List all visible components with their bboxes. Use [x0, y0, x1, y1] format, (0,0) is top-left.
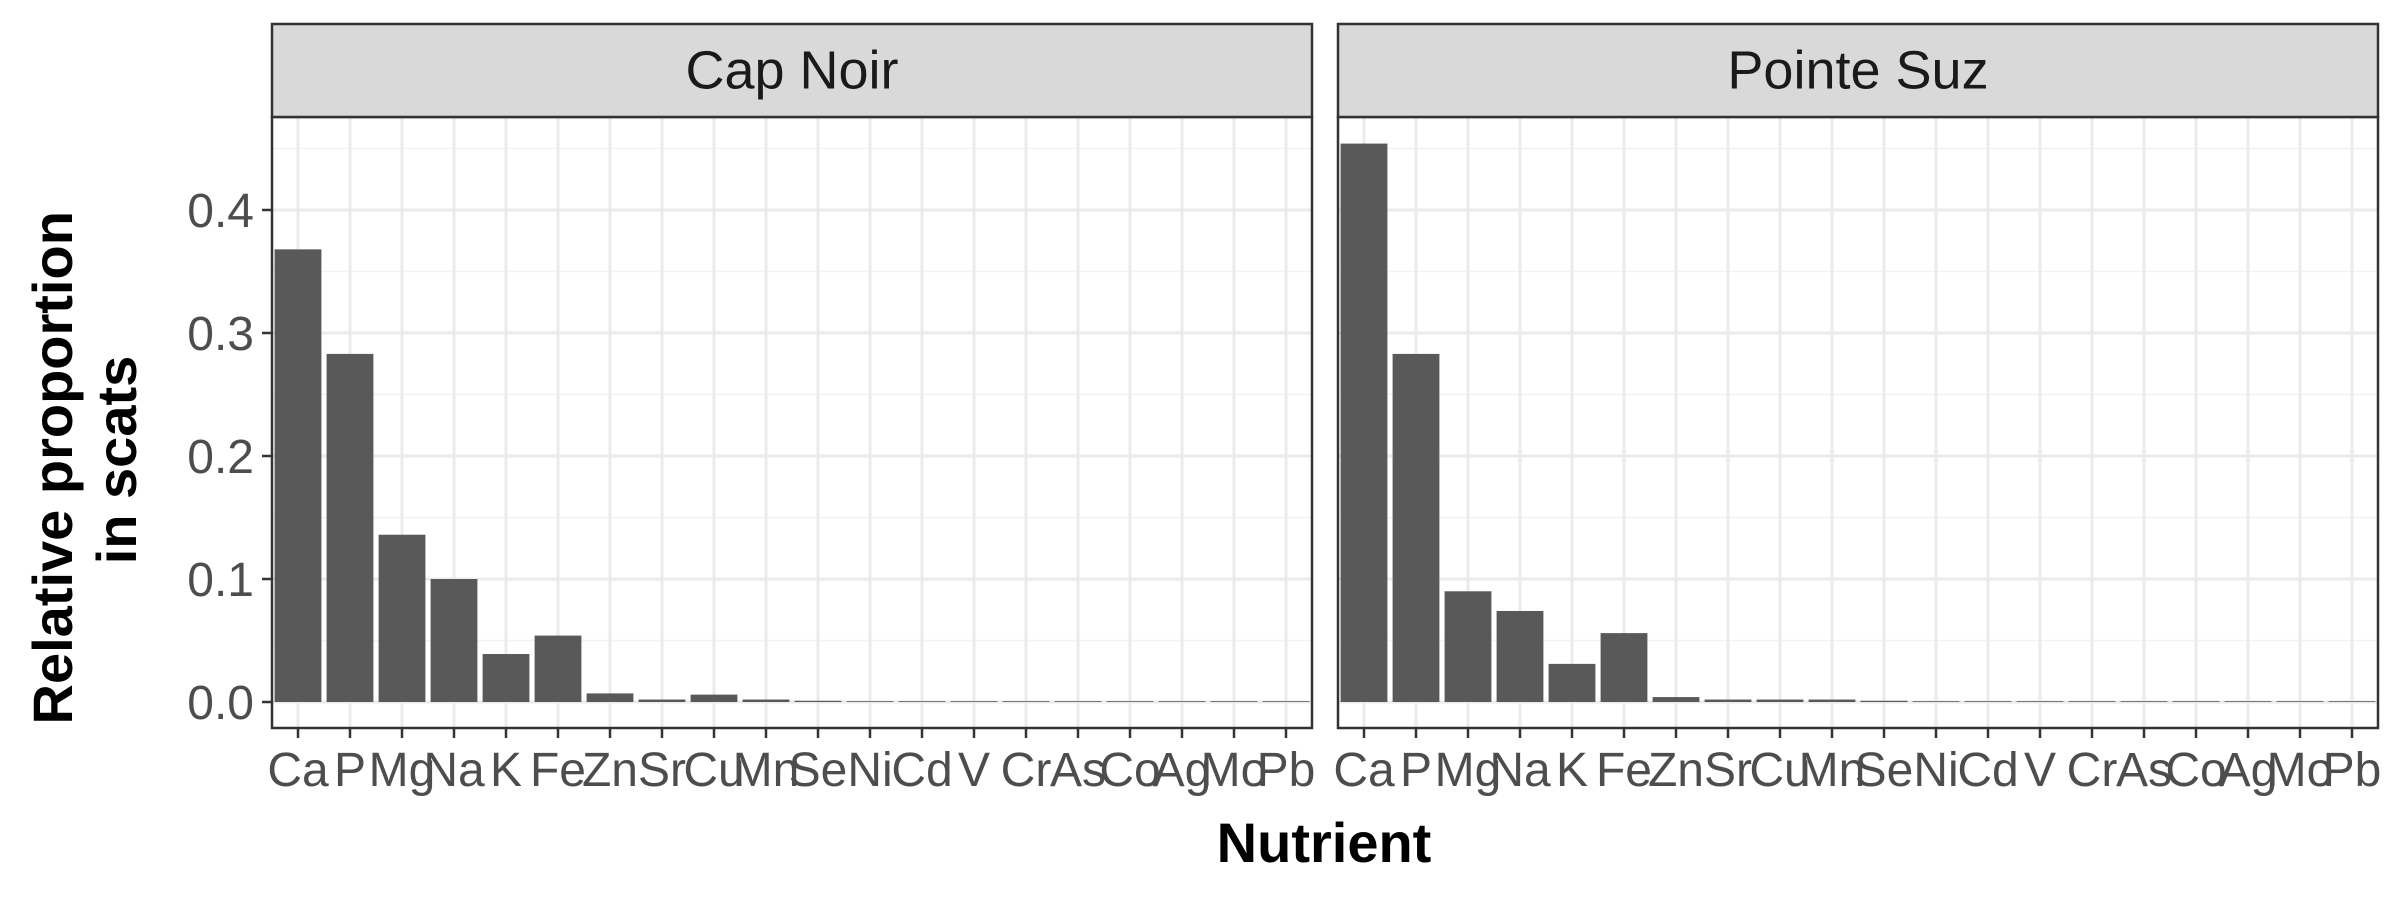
x-tick-label-Na: Na — [423, 744, 485, 797]
x-tick-label-Sr: Sr — [638, 744, 686, 797]
x-tick-label-Co: Co — [1099, 744, 1160, 797]
y-axis-title-line-1: Relative proportion — [21, 211, 84, 724]
x-tick-label-As: As — [2116, 744, 2172, 797]
x-tick-label-Cu: Cu — [683, 744, 744, 797]
bar-Fe — [1600, 633, 1648, 702]
bar-P — [326, 353, 374, 702]
facet-strip — [270, 22, 1314, 119]
bar-Cr — [1002, 701, 1050, 702]
x-tick-label-Co: Co — [2165, 744, 2226, 797]
x-tick-label-Ni: Ni — [847, 744, 892, 797]
bar-Cr — [2068, 701, 2116, 702]
bar-Co — [2172, 701, 2220, 702]
x-tick-label-Cr: Cr — [2067, 744, 2118, 797]
bar-Mn — [742, 699, 790, 702]
bar-Pb — [1262, 701, 1310, 702]
bar-Mo — [1210, 701, 1258, 702]
bar-As — [1054, 701, 1102, 702]
x-tick-label-Pb: Pb — [1257, 744, 1316, 797]
y-tick-label: 0.1 — [187, 554, 254, 607]
y-tick-label: 0.3 — [187, 308, 254, 361]
y-axis: 0.0 0.1 0.2 0.3 0.4 — [187, 185, 272, 730]
x-tick-label-Mn: Mn — [1799, 744, 1866, 797]
x-tick-label-Mg: Mg — [369, 744, 436, 797]
facet-strip-label: Cap Noir — [685, 41, 898, 101]
facet-strip-label: Pointe Suz — [1727, 41, 1988, 101]
y-tick-label: 0.4 — [187, 185, 254, 238]
x-tick-label-Mn: Mn — [733, 744, 800, 797]
bar-Ni — [846, 701, 894, 702]
bar-Cd — [898, 701, 946, 702]
bar-Co — [1106, 701, 1154, 702]
bar-Ag — [1158, 701, 1206, 702]
x-tick-label-Ag: Ag — [1153, 744, 1212, 797]
bar-Pb — [2328, 701, 2376, 702]
x-tick-label-Pb: Pb — [2323, 744, 2382, 797]
bar-Cu — [690, 694, 738, 702]
x-tick-label-Fe: Fe — [530, 744, 586, 797]
bar-K — [482, 654, 530, 702]
x-tick-label-V: V — [2024, 744, 2056, 797]
x-tick-label-Ca: Ca — [267, 744, 329, 797]
y-tick-label: 0.2 — [187, 431, 254, 484]
bar-V — [2016, 701, 2064, 702]
x-tick-label-Cd: Cd — [891, 744, 952, 797]
x-tick-label-V: V — [958, 744, 990, 797]
bar-P — [1392, 353, 1440, 702]
x-tick-label-Ni: Ni — [1913, 744, 1958, 797]
x-tick-label-Cr: Cr — [1001, 744, 1052, 797]
x-tick-label-Se: Se — [789, 744, 848, 797]
y-tick-label: 0.0 — [187, 677, 254, 730]
bar-As — [2120, 701, 2168, 702]
bar-Se — [794, 700, 842, 702]
bar-K — [1548, 663, 1596, 702]
x-tick-label-Fe: Fe — [1596, 744, 1652, 797]
bar-Ca — [274, 249, 322, 703]
x-tick-label-K: K — [1556, 744, 1588, 797]
bar-Sr — [638, 699, 686, 702]
bar-V — [950, 701, 998, 702]
y-axis-title: Relative proportion in scats — [21, 196, 148, 725]
x-tick-label-Se: Se — [1855, 744, 1914, 797]
bar-Ca — [1340, 143, 1388, 702]
x-tick-label-As: As — [1050, 744, 1106, 797]
x-tick-label-Ag: Ag — [2219, 744, 2278, 797]
bar-Mo — [2276, 701, 2324, 702]
bar-Ag — [2224, 701, 2272, 702]
bar-Sr — [1704, 699, 1752, 702]
x-tick-label-Zn: Zn — [582, 744, 638, 797]
x-axis-title: Nutrient — [1217, 811, 1432, 874]
x-tick-label-K: K — [490, 744, 522, 797]
x-tick-label-Sr: Sr — [1704, 744, 1752, 797]
x-tick-label-Zn: Zn — [1648, 744, 1704, 797]
y-axis-title-line-2: in scats — [85, 356, 148, 565]
bar-Fe — [534, 635, 582, 702]
bar-Ni — [1912, 701, 1960, 702]
x-tick-label-Mo: Mo — [2267, 744, 2334, 797]
bar-Na — [1496, 610, 1544, 702]
bar-Na — [430, 579, 478, 702]
facet-strip — [1336, 22, 2380, 119]
bar-Cu — [1756, 699, 1804, 702]
bar-Zn — [1652, 697, 1700, 702]
bar-Zn — [586, 693, 634, 702]
x-tick-label-Cd: Cd — [1957, 744, 2018, 797]
x-tick-label-Mg: Mg — [1435, 744, 1502, 797]
x-tick-label-P: P — [1400, 744, 1432, 797]
x-tick-label-Na: Na — [1489, 744, 1551, 797]
bar-Mn — [1808, 699, 1856, 702]
bar-Mg — [378, 534, 426, 702]
bar-Cd — [1964, 701, 2012, 702]
x-tick-label-Ca: Ca — [1333, 744, 1395, 797]
x-tick-label-P: P — [334, 744, 366, 797]
x-tick-label-Mo: Mo — [1201, 744, 1268, 797]
x-tick-label-Cu: Cu — [1749, 744, 1810, 797]
bar-Mg — [1444, 591, 1492, 702]
bar-Se — [1860, 700, 1908, 702]
